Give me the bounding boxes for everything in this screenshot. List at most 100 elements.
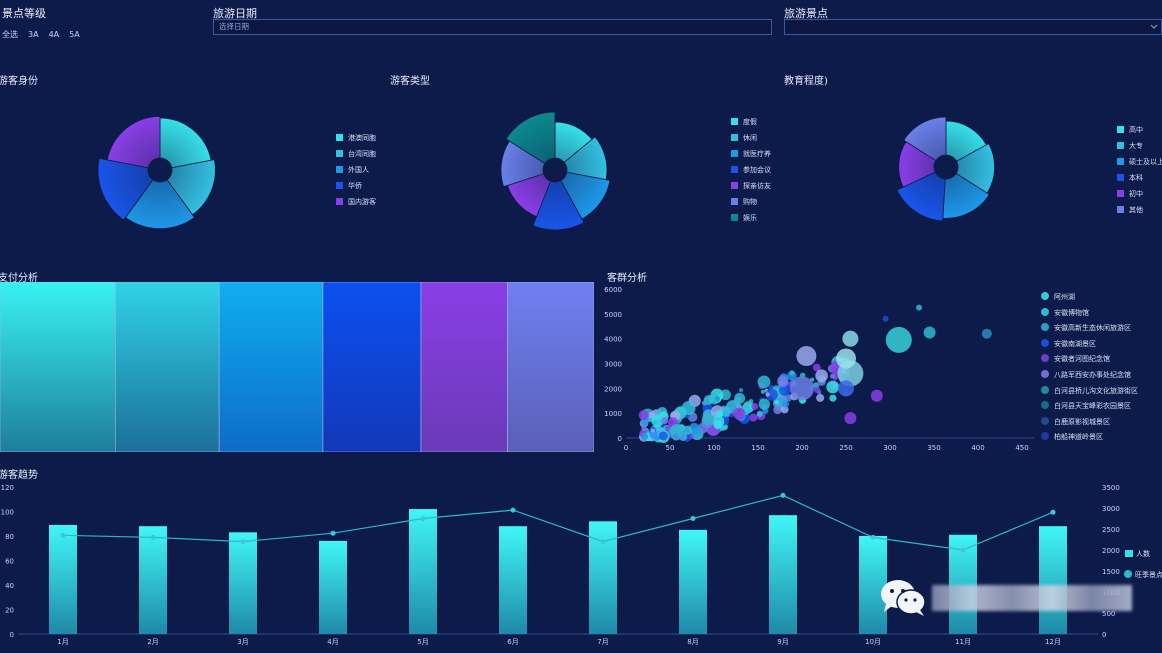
trend-bar: [769, 515, 797, 634]
date-picker-input[interactable]: 选择日期: [213, 19, 772, 35]
pie3-legend-item[interactable]: 本科: [1117, 173, 1143, 183]
legend-swatch: [1117, 158, 1124, 165]
scatter-point: [765, 388, 778, 401]
pie2-slice-4: [506, 173, 552, 218]
pie2-legend-item[interactable]: 探亲访友: [731, 181, 771, 191]
scatter-point: [658, 431, 668, 441]
trend-month-label: 9月: [777, 638, 788, 646]
scatter-point: [689, 434, 694, 440]
trend-month-label: 3月: [237, 638, 248, 646]
scatter-point: [815, 369, 828, 383]
scatter-legend-item[interactable]: 八路军西安办事处纪念馆: [1041, 370, 1131, 380]
pie3-legend-item[interactable]: 大专: [1117, 141, 1143, 151]
legend-swatch: [1041, 385, 1049, 394]
level-option-all[interactable]: 全选: [2, 30, 18, 39]
scatter-legend-item[interactable]: 白河县桥儿沟文化旅游街区: [1041, 385, 1138, 396]
pie2-legend-item[interactable]: 娱乐: [731, 213, 757, 223]
trend-month-label: 2月: [147, 638, 158, 646]
trend-bar: [229, 532, 257, 634]
legend-swatch: [1041, 323, 1049, 332]
pie2-title: 游客类型: [390, 76, 430, 87]
scatter-x-tick: 0: [624, 444, 628, 452]
pie1-slice-3: [97, 157, 154, 221]
trend-line-point: [60, 532, 66, 538]
pie2-slice-3: [532, 179, 585, 231]
scatter-point: [670, 424, 684, 438]
scatter-point: [757, 375, 771, 389]
scatter-point: [812, 363, 821, 372]
level-option-4a[interactable]: 4A: [48, 30, 60, 39]
pie1-legend-item[interactable]: 港澳同胞: [336, 133, 376, 143]
legend-swatch: [731, 182, 738, 189]
pie2-slice-1: [563, 136, 608, 181]
scatter-legend-item[interactable]: 安徽高新生态休闲旅游区: [1041, 323, 1131, 333]
legend-swatch: [731, 134, 738, 141]
legend-swatch: [1117, 174, 1124, 181]
scatter-title: 客群分析: [607, 273, 647, 284]
scatter-x-tick: 250: [839, 444, 852, 452]
scatter-point: [765, 392, 770, 397]
scatter-point: [844, 412, 857, 425]
scatter-point: [826, 380, 840, 394]
pie1-legend-item[interactable]: 国内游客: [336, 197, 376, 207]
pie3-legend-item[interactable]: 硕士及以上: [1117, 157, 1162, 167]
scatter-point: [734, 392, 746, 404]
trend-line-point: [420, 516, 426, 521]
trend-left-tick: 40: [5, 582, 14, 590]
legend-swatch: [1041, 354, 1049, 363]
scatter-point: [836, 348, 856, 369]
trend-left-tick: 100: [1, 509, 14, 517]
scatter-legend-item[interactable]: 白河县天宝峰彩农园景区: [1041, 401, 1131, 411]
pie1-legend-item[interactable]: 外国人: [336, 165, 369, 175]
pie1-legend-item[interactable]: 华侨: [336, 181, 362, 191]
pie3-legend-item[interactable]: 其他: [1117, 205, 1143, 215]
scatter-point: [729, 412, 734, 418]
scatter-legend-item[interactable]: 安徽博物馆: [1041, 307, 1089, 318]
scatter-point: [923, 326, 936, 339]
trend-month-label: 4月: [327, 638, 338, 646]
trend-left-tick: 80: [5, 533, 14, 541]
pie3-slice-5: [903, 116, 947, 162]
payment-segment: [420, 282, 508, 452]
pie1-legend-item[interactable]: 台湾同胞: [336, 149, 376, 159]
date-placeholder: 选择日期: [219, 22, 249, 31]
legend-swatch: [1041, 370, 1049, 378]
level-option-5a[interactable]: 5A: [69, 30, 80, 39]
pie3-legend-item[interactable]: 初中: [1117, 189, 1143, 199]
scatter-x-tick: 100: [707, 444, 720, 452]
scatter-point: [638, 410, 649, 421]
trend-line-point: [510, 507, 516, 513]
scatter-y-tick: 2000: [604, 385, 622, 393]
scatter-point: [661, 417, 669, 425]
trend-month-label: 7月: [597, 638, 608, 646]
legend-swatch: [731, 118, 738, 125]
payment-segment: [507, 282, 594, 452]
payment-segment: [218, 282, 324, 452]
scatter-legend-item[interactable]: 阿州湖: [1041, 292, 1075, 302]
scatter-legend-item[interactable]: 安徽者河图纪念馆: [1041, 354, 1110, 364]
scatter-legend-item[interactable]: 白鹿原影视城景区: [1041, 416, 1110, 427]
trend-month-label: 11月: [955, 638, 971, 646]
trend-right-tick: 2000: [1102, 547, 1120, 555]
scatter-point: [870, 389, 883, 402]
pie2-legend-item[interactable]: 度假: [731, 117, 757, 127]
pie2-chart: [500, 111, 611, 231]
scatter-point: [672, 433, 679, 440]
trend-line-point: [690, 516, 696, 521]
scatter-point: [641, 426, 647, 432]
level-option-3a[interactable]: 3A: [28, 30, 39, 39]
legend-swatch: [1041, 338, 1049, 347]
scatter-y-tick: 6000: [604, 286, 622, 294]
spot-select[interactable]: [784, 19, 1162, 35]
pie2-legend-item[interactable]: 购物: [731, 197, 757, 207]
scatter-point: [842, 330, 859, 347]
pie2-legend-item[interactable]: 就医疗养: [731, 149, 771, 159]
scatter-legend-item[interactable]: 安徽南湖景区: [1041, 338, 1096, 349]
scatter-point: [768, 384, 774, 390]
scatter-legend-item[interactable]: 柏船神道岭景区: [1041, 432, 1103, 442]
pie2-legend-item[interactable]: 休闲: [731, 133, 757, 143]
pie3-legend-item[interactable]: 高中: [1117, 125, 1143, 135]
pie2-legend-item[interactable]: 参加会议: [731, 165, 771, 175]
scatter-x-tick: 300: [883, 444, 896, 452]
scatter-x-tick: 50: [666, 444, 675, 452]
